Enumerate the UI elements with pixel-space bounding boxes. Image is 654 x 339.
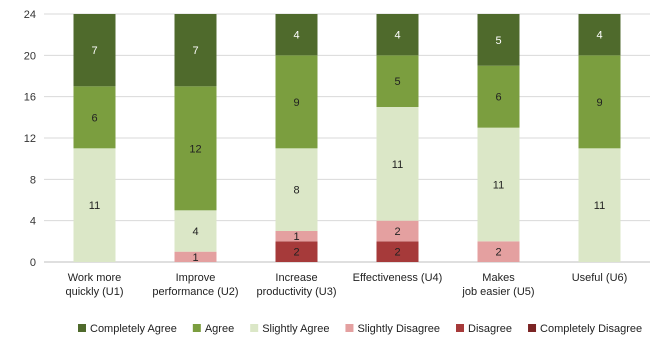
x-tick-label: Useful (U6): [572, 272, 628, 284]
legend-label: Slightly Disagree: [357, 323, 440, 335]
data-label: 5: [394, 76, 400, 88]
bar-segment: [376, 241, 419, 262]
x-tick-label: Makes: [482, 272, 515, 284]
legend-swatch: [528, 324, 537, 332]
data-label: 5: [495, 35, 501, 47]
y-tick-label: 8: [30, 174, 36, 186]
bar-segment: [275, 14, 318, 56]
data-label: 2: [394, 226, 400, 238]
legend-swatch: [456, 324, 464, 332]
x-tick-label: Increase: [275, 272, 317, 284]
bar-segment: [477, 14, 520, 66]
y-tick-label: 24: [24, 9, 36, 21]
y-tick-label: 4: [30, 216, 36, 228]
legend-swatch: [78, 324, 86, 332]
legend-label: Completely Disagree: [540, 323, 642, 335]
bar-segment: [477, 65, 520, 128]
x-tick-label: Effectiveness (U4): [353, 272, 443, 284]
data-label: 1: [192, 252, 198, 264]
y-tick-label: 12: [24, 133, 36, 145]
data-label: 6: [91, 112, 97, 124]
bar-segment: [578, 55, 621, 149]
data-label: 4: [192, 226, 198, 238]
data-label: 9: [596, 97, 602, 109]
data-label: 9: [293, 97, 299, 109]
bar-segment: [376, 220, 419, 242]
bar-segment: [275, 231, 318, 242]
x-tick-label: quickly (U1): [65, 286, 123, 298]
bar-segment: [174, 86, 217, 211]
legend-label: Disagree: [468, 323, 512, 335]
x-tick-label: job easier (U5): [461, 286, 534, 298]
bar-segment: [174, 14, 217, 87]
bar-segment: [376, 55, 419, 107]
data-label: 2: [495, 247, 501, 259]
bar-segment: [174, 251, 217, 262]
data-label: 4: [596, 30, 602, 42]
bar-segment: [578, 148, 621, 262]
bar-segment: [275, 55, 318, 149]
data-label: 11: [89, 200, 100, 212]
data-label: 2: [293, 247, 299, 259]
bar-segment: [578, 14, 621, 56]
bar-segment: [73, 14, 116, 87]
data-label: 11: [594, 200, 605, 212]
bar-segment: [174, 210, 217, 252]
y-tick-label: 20: [24, 50, 36, 62]
bar-segment: [73, 86, 116, 149]
bar-segment: [275, 241, 318, 262]
data-label: 12: [189, 143, 201, 155]
data-label: 4: [293, 30, 299, 42]
bar-segment: [73, 148, 116, 262]
data-label: 1: [293, 231, 299, 243]
legend-swatch: [250, 324, 259, 332]
x-tick-label: productivity (U3): [256, 286, 336, 298]
legend-label: Completely Agree: [90, 323, 177, 335]
x-tick-label: Improve: [176, 272, 216, 284]
data-label: 7: [192, 45, 198, 57]
data-label: 4: [394, 30, 400, 42]
bar-segment: [477, 127, 520, 242]
y-tick-label: 16: [24, 92, 36, 104]
x-tick-label: performance (U2): [152, 286, 238, 298]
bar-segment: [376, 14, 419, 56]
data-label: 11: [392, 159, 403, 171]
data-label: 6: [495, 92, 501, 104]
legend-label: Slightly Agree: [262, 323, 329, 335]
bar-segment: [477, 241, 520, 262]
legend-swatch: [192, 324, 201, 332]
legend-swatch: [345, 324, 354, 332]
bar-segment: [275, 148, 318, 231]
bar-segment: [376, 107, 419, 221]
y-tick-label: 0: [30, 257, 36, 269]
legend-label: Agree: [205, 323, 234, 335]
x-tick-label: Work more: [68, 272, 122, 284]
data-label: 11: [493, 180, 504, 192]
data-label: 8: [293, 185, 299, 197]
data-label: 7: [91, 45, 97, 57]
data-label: 2: [394, 247, 400, 259]
